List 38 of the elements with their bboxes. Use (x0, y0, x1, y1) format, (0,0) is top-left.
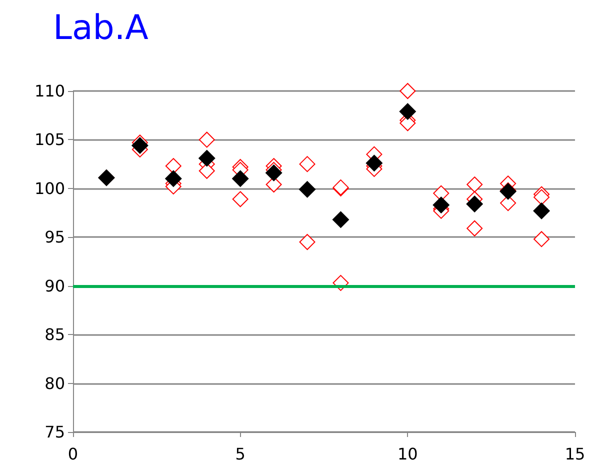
x-tick-label: 0 (68, 444, 78, 464)
point (466, 196, 484, 213)
point (299, 156, 316, 172)
point (466, 220, 483, 236)
y-tick-label: 100 (34, 178, 65, 198)
point (298, 180, 316, 198)
point (534, 189, 550, 206)
point (399, 102, 416, 120)
point (198, 150, 216, 167)
point (299, 234, 316, 250)
y-tick-label: 90 (44, 276, 65, 296)
x-tick-label: 15 (564, 444, 586, 464)
point (265, 164, 282, 182)
point (400, 83, 416, 99)
point (198, 132, 215, 148)
point (198, 162, 215, 179)
y-tick-label: 95 (44, 228, 65, 247)
point (366, 154, 383, 172)
point (131, 137, 148, 154)
y-tick-label: 80 (44, 374, 65, 393)
point (533, 202, 550, 220)
y-tick-label: 75 (44, 422, 65, 442)
point (500, 195, 516, 212)
point (165, 158, 182, 174)
point (534, 231, 550, 248)
point (232, 170, 249, 188)
point (400, 115, 416, 132)
y-tick-label: 85 (44, 325, 65, 344)
x-tick-label: 10 (397, 444, 418, 464)
y-tick-label: 105 (34, 130, 65, 150)
point (466, 176, 483, 193)
point (332, 211, 350, 228)
point (432, 196, 450, 214)
point (232, 191, 248, 208)
chart-title: Lab.A (53, 8, 148, 48)
x-tick-label: 5 (235, 444, 246, 464)
y-tick-label: 110 (34, 82, 65, 100)
point (164, 170, 182, 188)
